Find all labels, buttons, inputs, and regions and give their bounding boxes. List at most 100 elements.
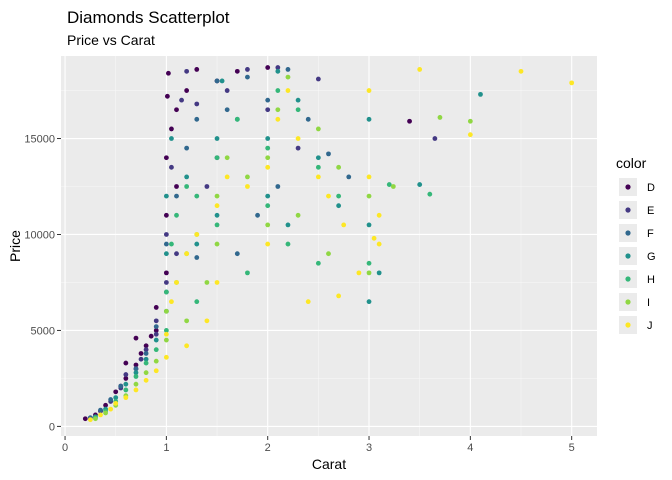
data-point-D: [163, 155, 169, 161]
legend-key-I: [625, 299, 631, 305]
y-axis-ticks: 0 5000 10000 15000: [24, 134, 61, 433]
data-point-H: [285, 241, 291, 247]
data-point-J: [224, 174, 230, 180]
data-point-J: [123, 395, 129, 401]
data-point-E: [138, 356, 144, 362]
data-point-H: [123, 387, 129, 393]
data-point-F: [133, 366, 139, 372]
data-point-J: [366, 174, 372, 180]
data-point-D: [174, 184, 179, 189]
data-point-H: [214, 155, 220, 161]
data-point-G: [153, 337, 159, 343]
data-point-J: [174, 280, 179, 285]
data-point-H: [143, 360, 149, 366]
data-point-E: [179, 97, 184, 103]
data-point-G: [366, 299, 372, 305]
data-point-D: [407, 118, 412, 124]
y-axis-title: Price: [7, 230, 23, 262]
plot-panel: [61, 56, 597, 436]
data-point-G: [214, 136, 220, 141]
data-point-I: [103, 410, 108, 416]
data-point-I: [93, 416, 98, 422]
data-point-J: [108, 406, 114, 412]
data-point-D: [153, 328, 159, 333]
data-point-I: [265, 155, 271, 161]
data-point-J: [153, 368, 159, 374]
data-point-J: [376, 212, 382, 218]
data-point-E: [174, 251, 179, 257]
y-tick-label: 0: [49, 421, 55, 433]
data-point-F: [163, 241, 169, 247]
data-point-H: [315, 164, 321, 170]
y-tick-label: 15000: [24, 134, 55, 146]
data-point-H: [174, 212, 179, 218]
data-point-F: [326, 151, 331, 157]
data-point-G: [265, 136, 271, 141]
data-point-I: [390, 184, 396, 189]
data-point-D: [194, 67, 200, 72]
data-point-F: [285, 67, 291, 72]
data-point-I: [315, 126, 321, 132]
data-point-G: [376, 270, 382, 276]
data-point-E: [204, 184, 210, 189]
data-point-F: [98, 407, 103, 413]
data-point-H: [336, 193, 342, 199]
data-point-J: [133, 387, 139, 393]
data-point-J: [315, 174, 321, 180]
data-point-J: [366, 88, 372, 93]
data-point-H: [245, 270, 250, 276]
legend-label-H: H: [647, 274, 655, 286]
data-point-J: [305, 299, 311, 305]
legend-label-G: G: [647, 251, 656, 263]
data-point-G: [285, 222, 291, 228]
x-axis-ticks: 0 1 2 3 4 5: [62, 436, 575, 454]
data-point-I: [133, 381, 139, 387]
data-point-I: [245, 174, 250, 180]
data-point-J: [341, 222, 347, 228]
data-point-E: [315, 76, 321, 82]
data-point-H: [386, 182, 392, 187]
data-point-G: [315, 155, 321, 161]
data-point-F: [255, 212, 260, 218]
data-point-G: [417, 182, 423, 187]
data-point-F: [224, 107, 230, 113]
data-point-D: [184, 88, 190, 93]
data-point-G: [275, 68, 281, 74]
data-point-H: [295, 107, 301, 113]
data-point-H: [275, 88, 281, 93]
data-point-F: [118, 383, 124, 389]
data-point-F: [184, 145, 190, 151]
y-tick-label: 10000: [24, 229, 55, 241]
data-point-F: [265, 97, 271, 103]
legend-key-D: [625, 184, 631, 190]
data-point-I: [366, 193, 372, 199]
data-point-G: [366, 222, 372, 228]
data-point-D: [133, 362, 139, 368]
data-point-F: [275, 184, 281, 189]
data-point-D: [123, 360, 129, 366]
data-point-G: [214, 212, 220, 218]
data-point-J: [285, 88, 291, 93]
data-point-G: [478, 91, 483, 97]
data-point-D: [174, 107, 179, 113]
legend-label-I: I: [647, 297, 650, 309]
data-point-H: [234, 116, 240, 122]
data-point-D: [113, 389, 119, 395]
data-point-D: [166, 70, 171, 76]
data-point-E: [245, 67, 250, 72]
data-point-D: [265, 65, 271, 70]
data-point-H: [153, 347, 159, 353]
data-point-E: [153, 318, 159, 324]
data-point-F: [214, 78, 220, 84]
x-tick-label: 1: [163, 442, 169, 454]
data-point-G: [295, 97, 301, 103]
data-point-E: [163, 232, 169, 237]
data-point-H: [184, 184, 190, 189]
legend-key-G: [625, 253, 631, 259]
y-tick-label: 5000: [31, 325, 55, 337]
data-point-J: [143, 377, 149, 383]
legend-label-D: D: [647, 182, 655, 194]
data-point-H: [214, 222, 220, 228]
data-point-I: [366, 270, 372, 276]
